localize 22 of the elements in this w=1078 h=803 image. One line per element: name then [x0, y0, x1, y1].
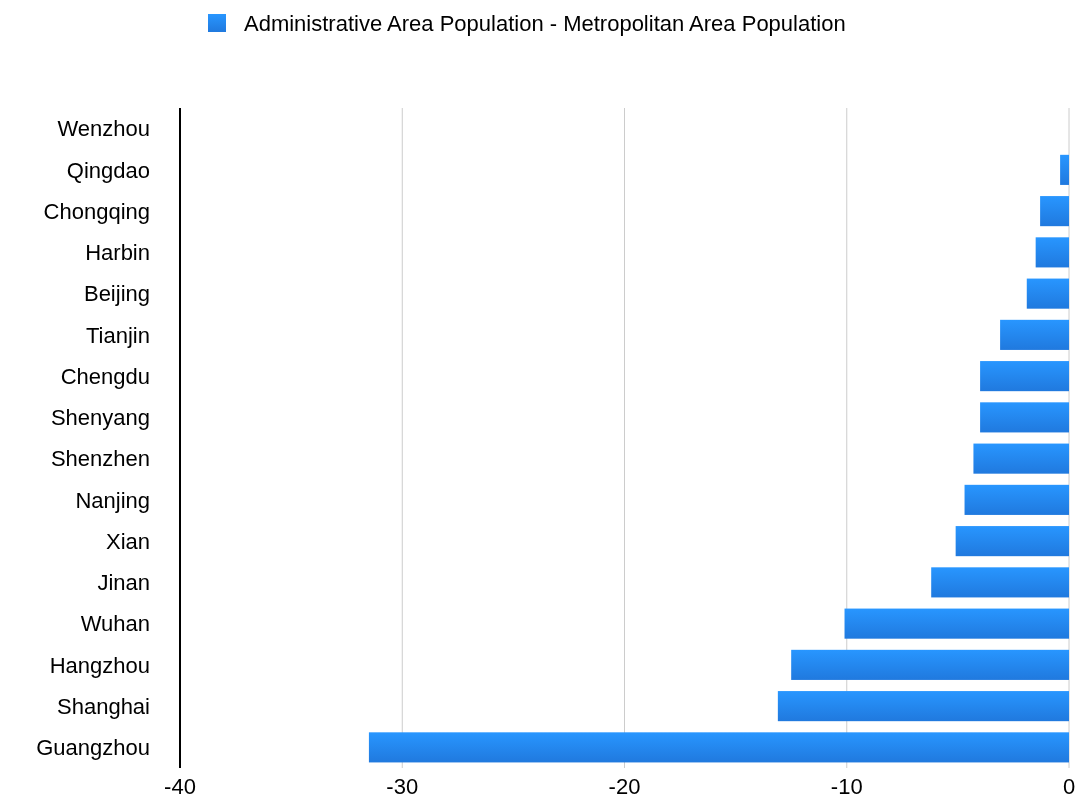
y-tick-label: Shanghai [57, 693, 150, 719]
x-tick-label: -10 [830, 774, 863, 799]
x-tick-label: -20 [608, 774, 641, 799]
y-tick-label: Guangzhou [36, 735, 150, 761]
y-tick-label: Wuhan [80, 611, 150, 637]
y-tick-label: Chongqing [43, 198, 150, 224]
y-tick-label: Xian [105, 528, 150, 554]
y-tick-label: Shenyang [50, 405, 150, 431]
y-tick-label: Jinan [97, 570, 150, 596]
y-tick-label: Wenzhou [57, 116, 150, 142]
x-tick-label: -40 [164, 774, 196, 799]
y-tick-label: Chengdu [60, 363, 150, 389]
legend-label: Administrative Area Population - Metropolitan Area Population [244, 10, 846, 36]
y-tick-label: Harbin [85, 240, 150, 266]
y-tick-label: Shenzhen [50, 446, 150, 472]
y-tick-label: Nanjing [75, 487, 150, 513]
y-tick-label: Beijing [83, 281, 150, 307]
y-tick-label: Tianjin [86, 322, 150, 348]
y-tick-label: Hangzhou [49, 652, 150, 678]
x-tick-label: -30 [386, 774, 419, 799]
x-tick-label: 0 [1062, 774, 1076, 799]
y-tick-label: Qingdao [66, 157, 150, 183]
